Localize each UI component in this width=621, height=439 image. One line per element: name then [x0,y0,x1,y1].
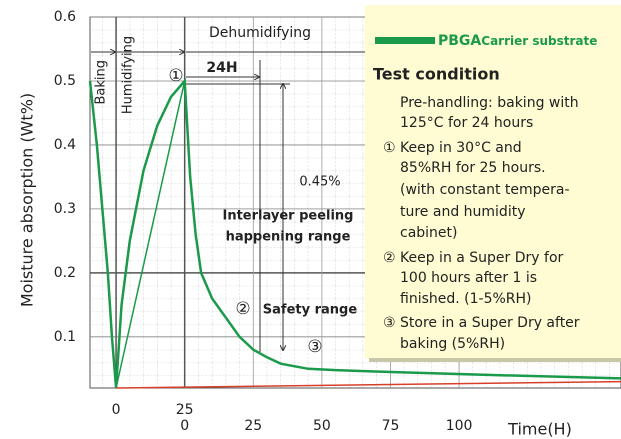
data-line [115,80,186,389]
x2-tick-label: 100 [446,418,473,434]
annotation: 0.45% [299,175,340,190]
annotation: ③ [307,337,322,357]
legend-label-text: Carrier substrate [481,34,597,48]
y-axis-label: Moisture absorption (Wt%) [18,93,37,307]
legend-line: 100 hours after 1 is [400,270,537,286]
legend-line: ③ Store in a Super Dry after [383,315,580,331]
legend-line: 125°C for 24 hours [400,115,533,131]
legend-label: PBGACarrier substrate [438,33,597,49]
legend-label-bold: PBGA [438,33,481,49]
legend-line: cabinet) [400,225,458,241]
y-tick-label: 0.4 [54,137,76,153]
annotation: Baking [94,60,109,105]
x2-tick-label: 0 [180,418,189,434]
annotation: ② [235,299,250,319]
annotations [91,52,370,352]
data-line [88,77,621,389]
data-line [116,380,621,389]
annotation: Humidifying [121,36,136,114]
x2-tick-label: 25 [244,418,262,434]
annotation: Interlayer peeling [222,209,353,224]
y-tick-label: 0.6 [54,9,76,25]
y-tick-label: 0.5 [54,73,76,89]
x-axis-label: Time(H) [507,420,572,439]
x2-tick-label: 50 [313,418,331,434]
legend-line: baking (5%RH) [400,336,505,352]
legend-box [365,5,621,358]
annotation: happening range [226,230,351,245]
legend-line: 85%RH for 25 hours. [400,160,546,176]
annotation: Dehumidifying [209,25,311,41]
legend-line: finished. (1-5%RH) [400,291,532,307]
x-tick-label: 25 [176,402,194,418]
y-tick-label: 0.1 [54,329,76,345]
x-tick-label: 0 [112,402,121,418]
legend-line: Pre-handling: baking with [400,95,579,111]
legend-line: ture and humidity [400,204,526,220]
x2-tick-label: 75 [382,418,400,434]
legend-line: ② Keep in a Super Dry for [383,250,564,266]
legend-line: (with constant tempera- [400,182,570,198]
y-tick-label: 0.3 [54,201,76,217]
legend-heading: Test condition [373,65,500,84]
annotation: 24H [206,60,237,76]
annotation: Safety range [263,303,358,318]
annotation: ① [168,66,183,86]
legend-swatch [375,37,435,44]
legend-line: ① Keep in 30°C and [383,140,522,156]
y-tick-label: 0.2 [54,265,76,281]
